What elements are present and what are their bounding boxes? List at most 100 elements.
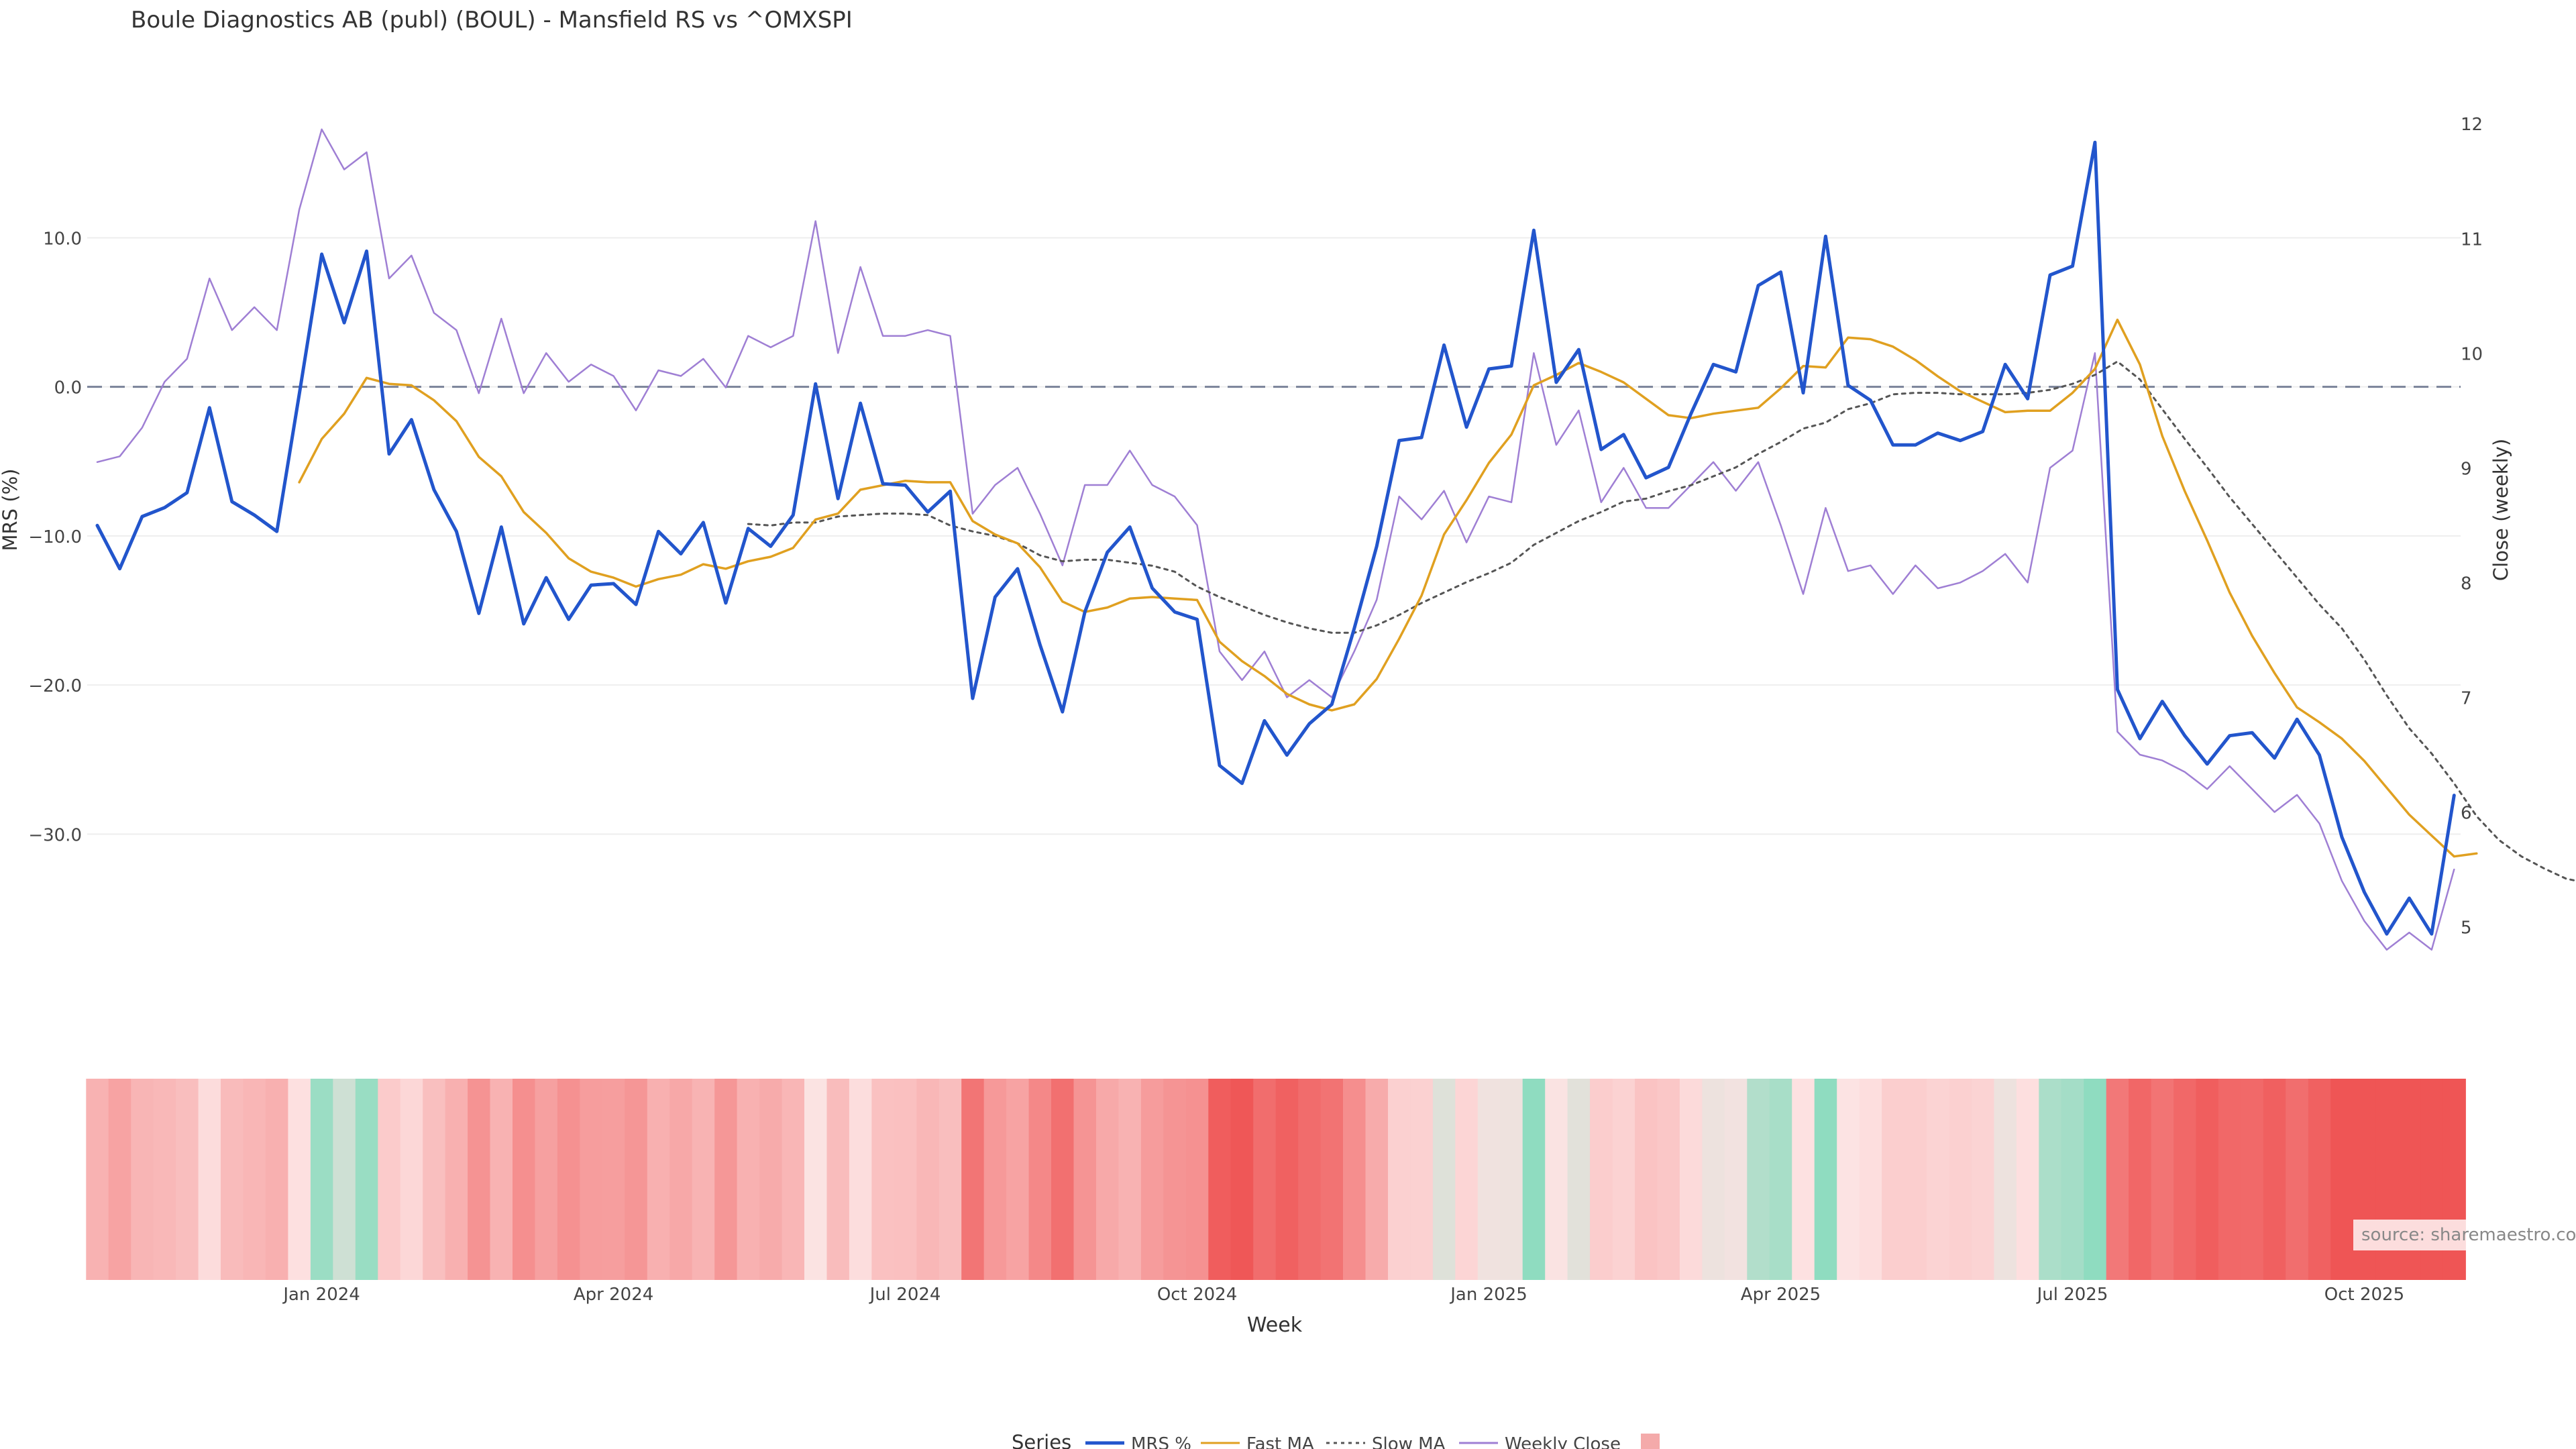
heatmap-cell (1410, 1079, 1434, 1280)
heatmap-cell (1477, 1079, 1501, 1280)
series-line-fast-ma (298, 318, 2478, 858)
heatmap-cell (1567, 1079, 1591, 1280)
heatmap-cell (1747, 1079, 1770, 1280)
x-tick-label: Oct 2024 (1157, 1285, 1237, 1305)
heatmap-cell (1949, 1079, 1972, 1280)
legend-items: MRS % Fast MA Slow MA Weekly Close (1085, 1434, 1660, 1449)
heatmap-cell (647, 1079, 671, 1280)
heatmap-cell (1904, 1079, 1927, 1280)
legend: Series MRS % Fast MA Slow MA Weekly Close (1012, 1431, 1660, 1449)
heatmap-cell (1994, 1079, 2017, 1280)
heatmap-cell (243, 1079, 266, 1280)
heatmap-cell (108, 1079, 131, 1280)
legend-heatmap-swatch (1641, 1434, 1660, 1449)
series-line-mrs (95, 140, 2456, 936)
series-lines (95, 128, 2576, 951)
heatmap-cell (378, 1079, 401, 1280)
right-tick-label: 6 (2461, 804, 2472, 824)
heatmap-cell (1769, 1079, 1793, 1280)
heatmap-cell (1096, 1079, 1120, 1280)
x-tick-label: Jul 2025 (2036, 1285, 2108, 1305)
legend-label: Slow MA (1372, 1434, 1446, 1449)
heatmap-cell (1612, 1079, 1635, 1280)
right-axis-ticks: 12 11 10 9 8 7 6 5 (2461, 115, 2483, 938)
heatmap-cell (513, 1079, 536, 1280)
heatmap-cell (153, 1079, 176, 1280)
heatmap-cell (2061, 1079, 2085, 1280)
heatmap-cell (1971, 1079, 1995, 1280)
right-tick-label: 8 (2461, 574, 2472, 594)
heatmap-cell (2174, 1079, 2197, 1280)
source-note-box (2353, 1220, 2555, 1250)
heatmap-cell (2151, 1079, 2174, 1280)
heatmap-cell (1702, 1079, 1725, 1280)
heatmap-cell (1679, 1079, 1703, 1280)
heatmap-cell (849, 1079, 873, 1280)
heatmap-cell (1051, 1079, 1075, 1280)
heatmap-cell (423, 1079, 446, 1280)
heatmap-cell (2129, 1079, 2152, 1280)
heatmap-cell (2330, 1079, 2354, 1280)
heatmap-cell (714, 1079, 738, 1280)
heatmap-cell (916, 1079, 940, 1280)
x-tick-label: Apr 2025 (1741, 1285, 1821, 1305)
heatmap-cell (1230, 1079, 1254, 1280)
heatmap-cell (1006, 1079, 1030, 1280)
heatmap-cell (1343, 1079, 1366, 1280)
heatmap-cell (1275, 1079, 1299, 1280)
heatmap-cell (2218, 1079, 2242, 1280)
heatmap-cell (288, 1079, 311, 1280)
x-tick-label: Jan 2025 (1449, 1285, 1527, 1305)
heatmap-cell (669, 1079, 693, 1280)
heatmap-cell (355, 1079, 379, 1280)
heatmap-cell (2084, 1079, 2107, 1280)
heatmap-cell (804, 1079, 828, 1280)
left-axis-label: MRS (%) (0, 469, 21, 551)
left-tick-label: −20.0 (28, 676, 82, 696)
heatmap-cell (759, 1079, 783, 1280)
heatmap-strip (86, 1079, 2555, 1280)
heatmap-cell (1455, 1079, 1479, 1280)
heatmap-cell (176, 1079, 199, 1280)
right-tick-label: 9 (2461, 459, 2472, 479)
heatmap-cell (2039, 1079, 2062, 1280)
right-tick-label: 12 (2461, 115, 2483, 135)
heatmap-cell (625, 1079, 648, 1280)
heatmap-cell (1590, 1079, 1613, 1280)
heatmap-cell (1365, 1079, 1389, 1280)
heatmap-cell (2286, 1079, 2309, 1280)
heatmap-cell (221, 1079, 244, 1280)
heatmap-cell (1185, 1079, 1210, 1280)
legend-label: Weekly Close (1505, 1434, 1621, 1449)
right-tick-label: 11 (2461, 229, 2483, 250)
series-line-slow-ma (747, 360, 2576, 882)
heatmap-cell (2263, 1079, 2287, 1280)
heatmap-cell (1298, 1079, 1322, 1280)
heatmap-cell (1432, 1079, 1456, 1280)
heatmap-cell (131, 1079, 154, 1280)
chart-title: Boule Diagnostics AB (publ) (BOUL) - Man… (131, 7, 853, 34)
right-tick-label: 5 (2461, 918, 2472, 938)
heatmap-cell (86, 1079, 109, 1280)
heatmap-cell (1882, 1079, 1905, 1280)
heatmap-cell (2241, 1079, 2264, 1280)
heatmap-cell (1927, 1079, 1950, 1280)
heatmap-cell (1500, 1079, 1523, 1280)
legend-label: Fast MA (1246, 1434, 1314, 1449)
heatmap-cell (737, 1079, 760, 1280)
right-axis-label: Close (weekly) (2489, 439, 2512, 581)
left-tick-label: 0.0 (54, 378, 82, 398)
gridlines (87, 237, 2461, 835)
heatmap-cell (490, 1079, 513, 1280)
heatmap-cell (1118, 1079, 1142, 1280)
heatmap-cell (535, 1079, 558, 1280)
x-tick-label: Oct 2025 (2324, 1285, 2404, 1305)
heatmap-cell (445, 1079, 468, 1280)
heatmap-cell (1859, 1079, 1882, 1280)
left-axis-ticks: 10.0 0.0 −10.0 −20.0 −30.0 (28, 229, 82, 845)
heatmap-cell (1792, 1079, 1815, 1280)
x-axis-ticks: Jan 2024 Apr 2024 Jul 2024 Oct 2024 Jan 2025… (282, 1285, 2404, 1305)
heatmap-cell (1657, 1079, 1680, 1280)
